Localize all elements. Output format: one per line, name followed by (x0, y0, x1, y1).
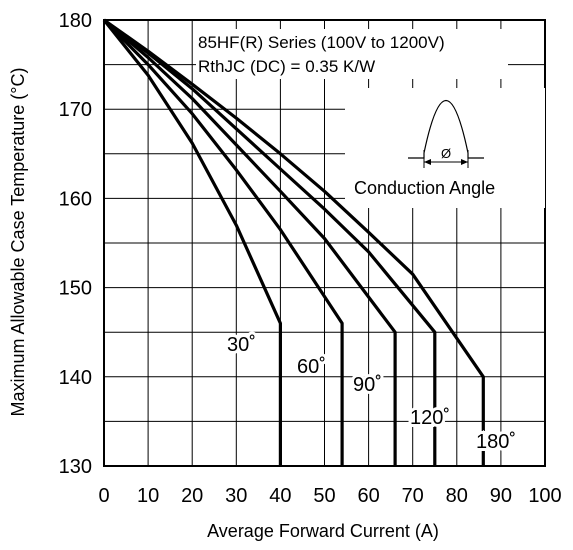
series-line (102, 18, 344, 466)
phi-symbol: Ø (441, 146, 451, 161)
series-line (102, 18, 397, 466)
annotation-bg (196, 29, 508, 79)
x-tick-label: 80 (446, 485, 468, 507)
x-tick-label: 40 (269, 485, 291, 507)
curve-label: 90˚ (353, 374, 382, 396)
x-tick-label: 60 (357, 485, 379, 507)
curve-label: 120˚ (410, 407, 450, 429)
x-tick-label: 0 (98, 485, 109, 507)
x-tick-label: 10 (137, 485, 159, 507)
curve-label: 60˚ (297, 356, 326, 378)
y-tick-label: 180 (59, 10, 92, 32)
x-tick-label: 100 (528, 485, 561, 507)
inset-bg (345, 88, 545, 208)
y-tick-label: 140 (59, 367, 92, 389)
curve-label: 180˚ (476, 431, 516, 453)
arrow-left (424, 159, 431, 165)
y-tick-label: 160 (59, 188, 92, 210)
x-tick-label: 30 (225, 485, 247, 507)
x-tick-label: 70 (402, 485, 424, 507)
x-axis-title: Average Forward Current (A) (207, 521, 439, 541)
y-axis-title: Maximum Allowable Case Temperature (°C) (8, 68, 28, 417)
x-tick-label: 90 (490, 485, 512, 507)
half-sine-waveform (408, 100, 484, 159)
series-line (103, 18, 485, 466)
plot-frame (103, 19, 546, 467)
series-line (102, 19, 282, 466)
curve-labels: 30˚ 60˚ 90˚ 120˚ 180˚ (224, 331, 519, 456)
tick-labels: 0 10 20 30 40 50 60 70 80 90 100 130 140 150 160 170 180 (59, 10, 562, 507)
conduction-angle-inset: Ø Conduction Angle (345, 88, 545, 208)
y-tick-label: 130 (59, 456, 92, 478)
y-tick-label: 150 (59, 278, 92, 300)
series-layer (102, 18, 485, 466)
series-line (103, 18, 437, 466)
conduction-angle-label: Conduction Angle (354, 178, 495, 198)
rthjc-annotation: RthJC (DC) = 0.35 K/W (198, 57, 375, 76)
y-tick-label: 170 (59, 99, 92, 121)
x-tick-label: 50 (313, 485, 335, 507)
curve-label: 30˚ (227, 334, 256, 356)
series-annotation: 85HF(R) Series (100V to 1200V) (198, 33, 445, 52)
x-tick-label: 20 (181, 485, 203, 507)
arrow-right (461, 159, 468, 165)
